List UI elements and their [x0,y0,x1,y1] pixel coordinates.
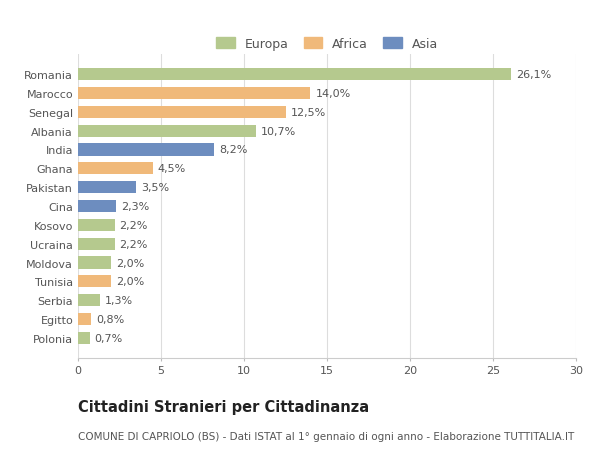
Bar [78,182,136,194]
Bar [78,219,115,231]
Text: COMUNE DI CAPRIOLO (BS) - Dati ISTAT al 1° gennaio di ogni anno - Elaborazione T: COMUNE DI CAPRIOLO (BS) - Dati ISTAT al … [78,431,574,442]
Bar [78,144,214,156]
Text: 14,0%: 14,0% [316,89,350,99]
Legend: Europa, Africa, Asia: Europa, Africa, Asia [212,34,442,55]
Bar [78,125,256,137]
Text: 2,2%: 2,2% [119,239,148,249]
Text: 3,5%: 3,5% [141,183,169,193]
Bar [78,313,91,325]
Text: 0,8%: 0,8% [96,314,125,325]
Bar [78,69,511,81]
Text: 12,5%: 12,5% [290,107,326,118]
Bar [78,88,310,100]
Bar [78,106,286,119]
Text: 2,2%: 2,2% [119,220,148,230]
Bar [78,238,115,250]
Text: 1,3%: 1,3% [104,296,133,306]
Bar [78,201,116,213]
Text: 26,1%: 26,1% [516,70,551,80]
Bar [78,276,111,288]
Text: 10,7%: 10,7% [260,126,296,136]
Text: 2,0%: 2,0% [116,258,145,268]
Text: 4,5%: 4,5% [158,164,186,174]
Bar [78,332,89,344]
Bar [78,257,111,269]
Text: 8,2%: 8,2% [219,145,247,155]
Text: 2,0%: 2,0% [116,277,145,287]
Bar [78,294,100,307]
Text: 2,3%: 2,3% [121,202,149,212]
Text: 0,7%: 0,7% [95,333,123,343]
Text: Cittadini Stranieri per Cittadinanza: Cittadini Stranieri per Cittadinanza [78,399,369,414]
Bar [78,163,152,175]
